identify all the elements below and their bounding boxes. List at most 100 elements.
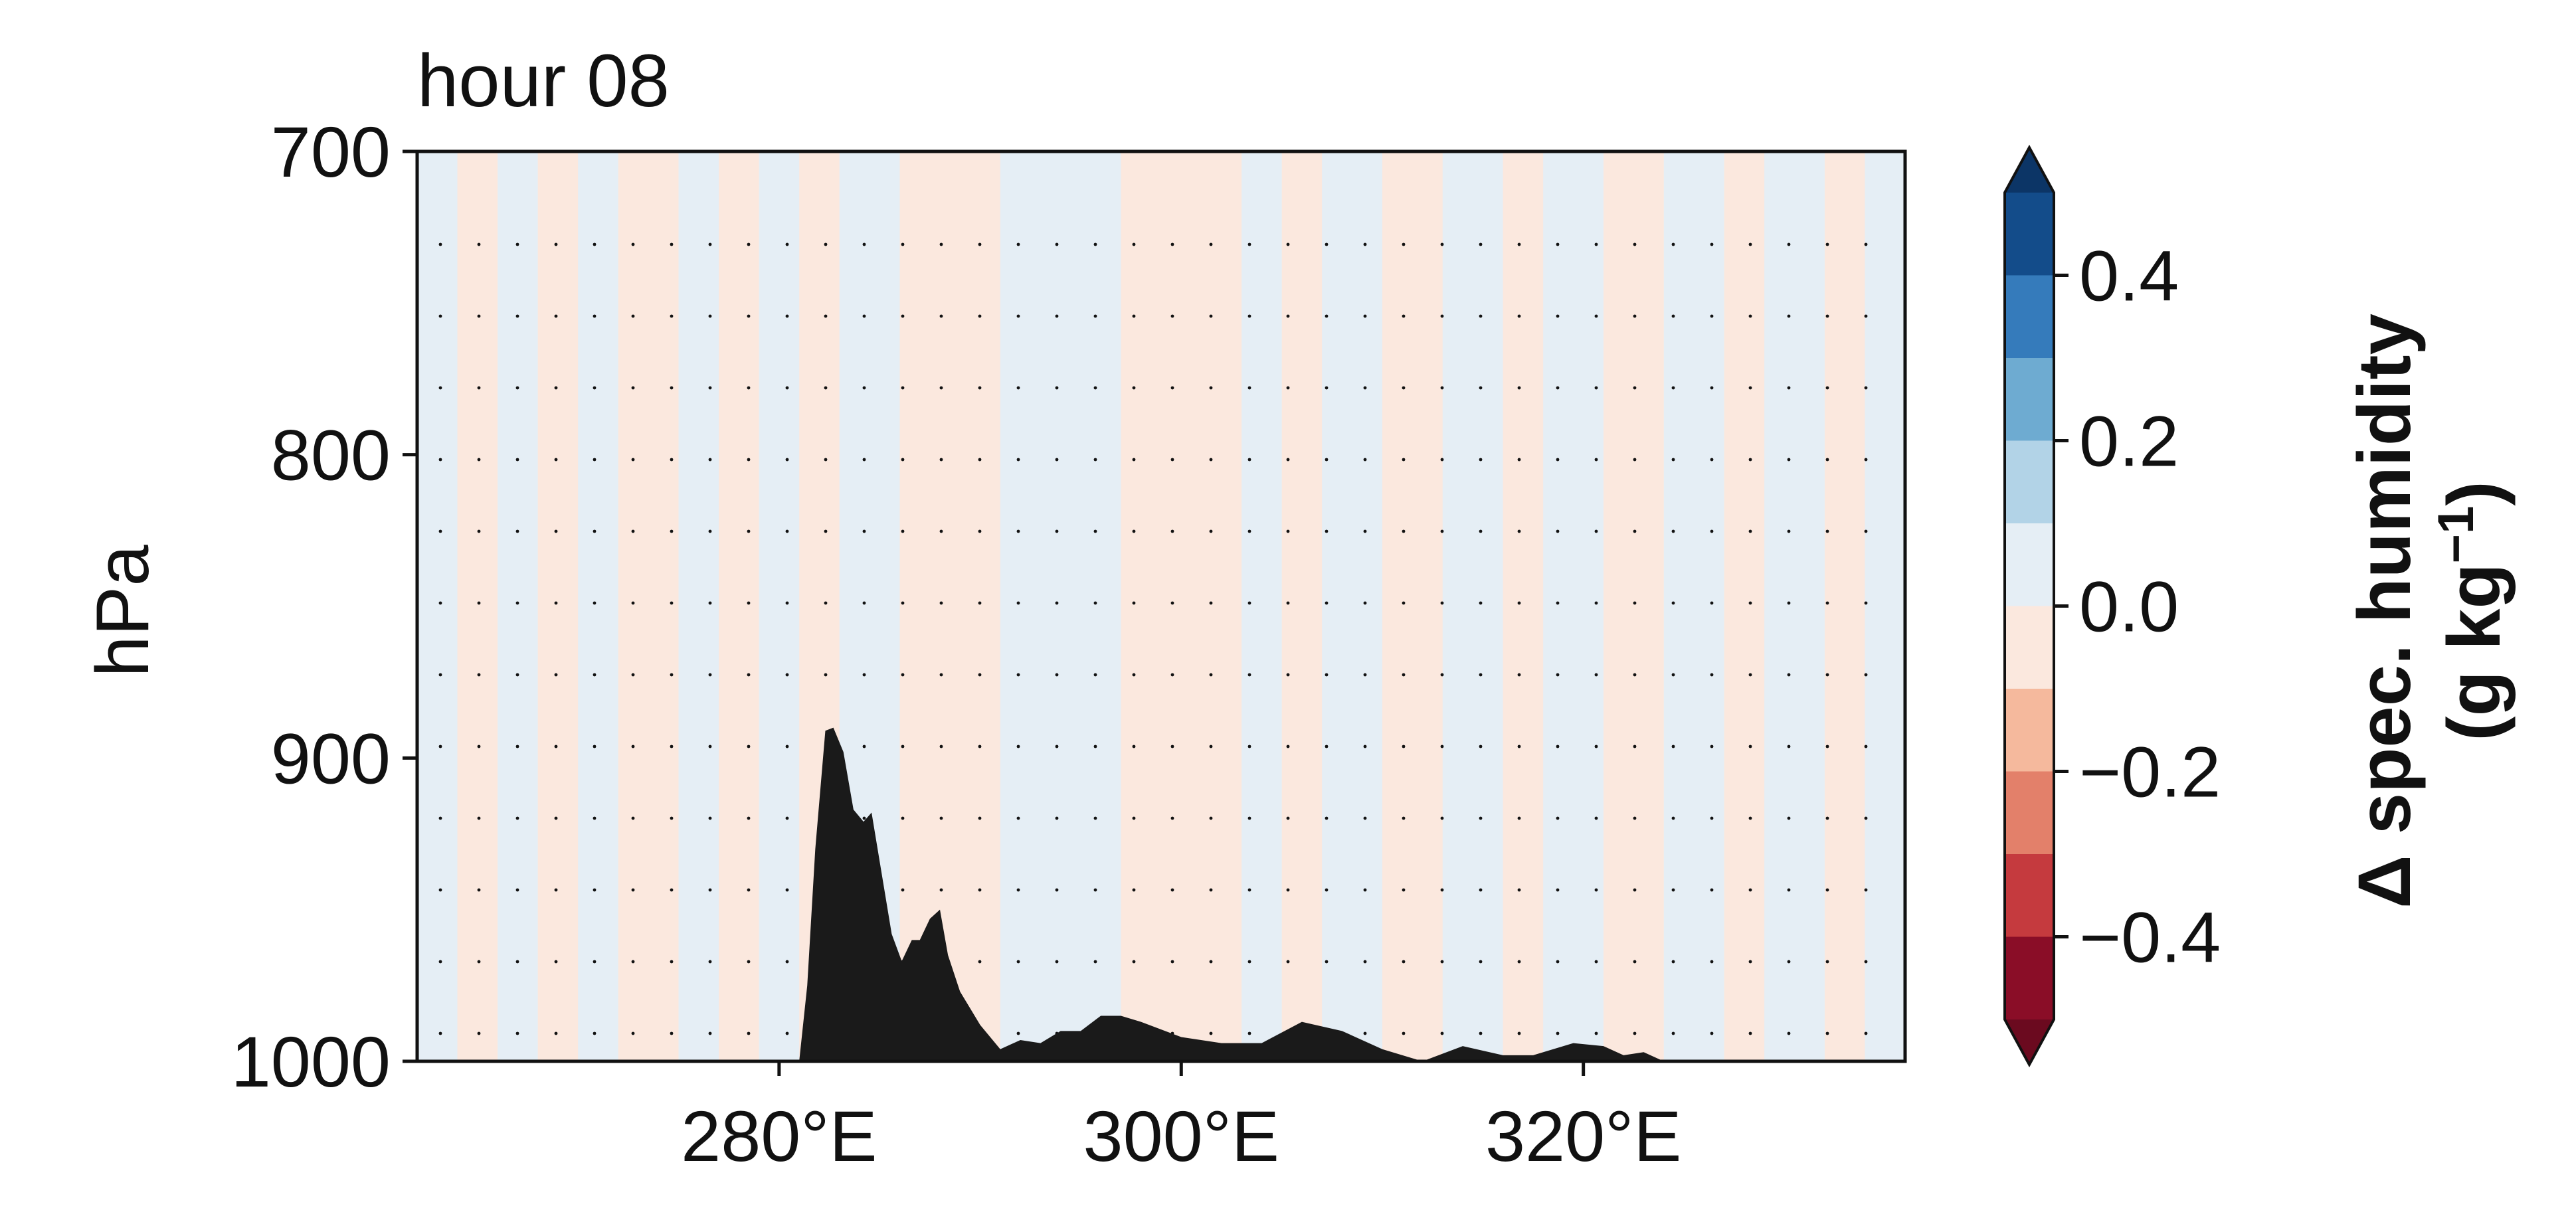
vector-dot — [1517, 960, 1521, 964]
vector-dot — [1633, 745, 1637, 748]
vector-dot — [978, 888, 982, 892]
vector-dot — [477, 458, 481, 462]
vector-dot — [1402, 314, 1406, 318]
vector-dot — [1594, 601, 1598, 605]
colorbar-tick-label: 0.2 — [2079, 401, 2179, 482]
vector-dot — [1325, 314, 1329, 318]
colorbar-label-line1: Δ spec. humidity — [2343, 313, 2426, 909]
vector-dot — [631, 1031, 635, 1035]
vector-dot — [1016, 458, 1020, 462]
vector-dot — [1864, 888, 1868, 892]
y-axis: 700 800 900 1000 — [231, 112, 417, 1102]
vector-dot — [1286, 816, 1290, 820]
vector-dot — [747, 314, 751, 318]
vector-dot — [1170, 242, 1174, 246]
vector-dot — [1864, 816, 1868, 820]
field-column — [1663, 151, 1725, 1061]
vector-dot — [1247, 529, 1251, 533]
field-column — [1543, 151, 1604, 1061]
vector-dot — [554, 888, 558, 892]
vector-dot — [1556, 529, 1560, 533]
vector-dot — [631, 816, 635, 820]
vector-dot — [1440, 242, 1444, 246]
vector-dot — [1517, 1031, 1521, 1035]
vector-dot — [670, 529, 674, 533]
vector-dot — [631, 673, 635, 677]
y-axis-title: hPa — [81, 545, 164, 677]
vector-dot — [554, 960, 558, 964]
vector-dot — [1286, 529, 1290, 533]
vector-dot — [708, 816, 712, 820]
vector-dot — [1055, 816, 1059, 820]
vector-dot — [1170, 960, 1174, 964]
field-column — [1724, 151, 1766, 1061]
vector-dot — [1748, 529, 1752, 533]
vector-dot — [1055, 960, 1059, 964]
vector-dot — [1633, 673, 1637, 677]
vector-dot — [1286, 458, 1290, 462]
vector-dot — [1055, 601, 1059, 605]
vector-dot — [1286, 745, 1290, 748]
vector-dot — [1440, 314, 1444, 318]
vector-dot — [1016, 386, 1020, 390]
vector-dot — [554, 1031, 558, 1035]
vector-dot — [939, 529, 943, 533]
vector-dot — [1825, 529, 1829, 533]
vector-dot — [515, 242, 519, 246]
field-column — [537, 151, 579, 1061]
vector-dot — [1209, 242, 1213, 246]
vector-dot — [1633, 529, 1637, 533]
vector-dot — [708, 745, 712, 748]
vector-dot — [554, 386, 558, 390]
vector-dot — [1517, 386, 1521, 390]
vector-dot — [477, 960, 481, 964]
vector-dot — [1479, 386, 1483, 390]
colorbar-level — [2005, 606, 2054, 689]
vector-dot — [1286, 888, 1290, 892]
vector-dot — [477, 673, 481, 677]
vector-dot — [1825, 673, 1829, 677]
vector-dot — [438, 673, 442, 677]
vector-dot — [477, 745, 481, 748]
vector-dot — [438, 386, 442, 390]
vector-dot — [593, 1031, 597, 1035]
vector-dot — [515, 314, 519, 318]
vector-dot — [1594, 745, 1598, 748]
colorbar — [2003, 144, 2055, 1068]
vector-dot — [1170, 386, 1174, 390]
vector-dot — [1864, 960, 1868, 964]
vector-dot — [438, 314, 442, 318]
vector-dot — [1170, 529, 1174, 533]
x-tick-label: 320°E — [1485, 1096, 1681, 1176]
vector-dot — [1748, 673, 1752, 677]
vector-dot — [824, 529, 828, 533]
vector-dot — [939, 745, 943, 748]
vector-dot — [747, 458, 751, 462]
vector-dot — [1710, 386, 1714, 390]
colorbar-tick-label: 0.4 — [2079, 236, 2179, 316]
vector-dot — [1517, 816, 1521, 820]
vector-dot — [1517, 242, 1521, 246]
vector-dot — [515, 1031, 519, 1035]
vector-dot — [862, 745, 866, 748]
vector-dot — [1132, 816, 1136, 820]
vector-dot — [978, 816, 982, 820]
vector-dot — [862, 458, 866, 462]
vector-dot — [939, 816, 943, 820]
colorbar-label-exponent: −1 — [2428, 506, 2484, 564]
vector-dot — [1016, 960, 1020, 964]
vector-dot — [1594, 1031, 1598, 1035]
vector-dot — [1633, 458, 1637, 462]
vector-dot — [1093, 816, 1097, 820]
vector-dot — [593, 529, 597, 533]
vector-dot — [785, 601, 789, 605]
vector-dot — [670, 745, 674, 748]
terrain-shape — [799, 727, 1664, 1061]
field-column — [759, 151, 800, 1061]
vector-dot — [901, 745, 905, 748]
colorbar-level — [2005, 854, 2054, 938]
vector-dot — [1132, 888, 1136, 892]
vector-dot — [1825, 1031, 1829, 1035]
vector-dot — [631, 386, 635, 390]
